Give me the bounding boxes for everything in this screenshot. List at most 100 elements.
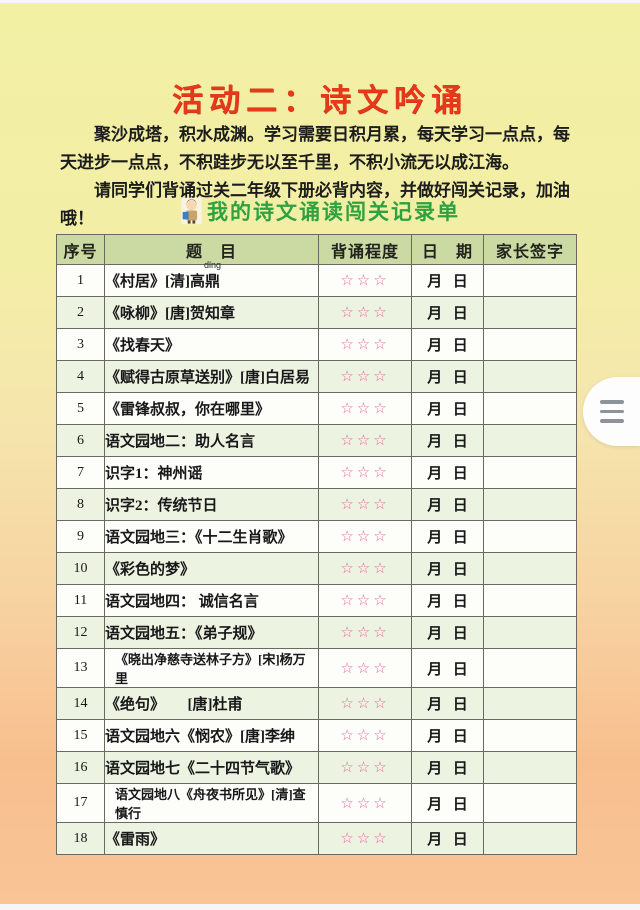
star-rating: ☆☆☆ bbox=[340, 431, 390, 449]
pinyin-annotation: dǐng bbox=[203, 260, 222, 270]
star-rating: ☆☆☆ bbox=[340, 495, 390, 513]
table-row: 13 《晓出净慈寺送林子方》[宋]杨万里 ☆☆☆ 月日 bbox=[56, 648, 577, 688]
signature-cell bbox=[483, 648, 577, 688]
signature-cell bbox=[483, 822, 577, 855]
row-number: 18 bbox=[56, 822, 105, 855]
instruction-paragraph: 请同学们背诵过关二年级下册必背内容，并做好闯关记录，加油哦！ bbox=[60, 181, 570, 228]
row-number: 1 bbox=[56, 264, 105, 297]
row-number: 12 bbox=[56, 616, 105, 649]
signature-cell bbox=[483, 392, 577, 425]
poem-title: 《咏柳》[唐]贺知章 bbox=[104, 296, 319, 329]
poem-title: 《晓出净慈寺送林子方》[宋]杨万里 bbox=[104, 648, 319, 688]
poem-title: 《雷雨》 bbox=[104, 822, 319, 855]
poem-title: 语文园地六《悯农》[唐]李绅 bbox=[104, 719, 319, 752]
signature-cell bbox=[483, 360, 577, 393]
month-label: 月 bbox=[427, 594, 443, 610]
poem-title: 识字2：传统节日 bbox=[104, 488, 319, 521]
month-label: 月 bbox=[427, 626, 443, 642]
month-label: 月 bbox=[427, 274, 443, 290]
month-label: 月 bbox=[427, 761, 443, 777]
row-number: 5 bbox=[56, 392, 105, 425]
poem-title: 语文园地八《舟夜书所见》[清]查慎行 bbox=[104, 783, 319, 823]
worksheet-page: 活动二：诗文吟诵 聚沙成塔，积水成渊。学习需要日积月累，每天学习一点点，每天进步… bbox=[0, 3, 640, 904]
poem-title: 语文园地二：助人名言 bbox=[104, 424, 319, 457]
month-label: 月 bbox=[427, 306, 443, 322]
signature-cell bbox=[483, 424, 577, 457]
table-row: 7 识字1：神州谣 ☆☆☆ 月日 bbox=[56, 456, 577, 489]
poem-title: 语文园地三：《十二生肖歌》 bbox=[104, 520, 319, 553]
intro-paragraph: 聚沙成塔，积水成渊。学习需要日积月累，每天学习一点点，每天进步一点点，不积跬步无… bbox=[60, 125, 570, 172]
hamburger-menu-icon bbox=[599, 419, 624, 423]
header-number: 序号 bbox=[56, 234, 105, 265]
month-label: 月 bbox=[427, 402, 443, 418]
signature-cell bbox=[483, 616, 577, 649]
table-row: 18 《雷雨》 ☆☆☆ 月日 bbox=[56, 822, 577, 855]
table-row: 8 识字2：传统节日 ☆☆☆ 月日 bbox=[56, 488, 577, 521]
star-rating: ☆☆☆ bbox=[340, 271, 390, 289]
day-label: 日 bbox=[452, 729, 468, 745]
table-row: 17 语文园地八《舟夜书所见》[清]查慎行 ☆☆☆ 月日 bbox=[56, 783, 577, 823]
signature-cell bbox=[483, 687, 577, 720]
poem-title: 语文园地四： 诚信名言 bbox=[104, 584, 319, 617]
star-rating: ☆☆☆ bbox=[340, 758, 390, 776]
star-rating: ☆☆☆ bbox=[340, 623, 390, 641]
row-number: 14 bbox=[56, 687, 105, 720]
row-number: 3 bbox=[56, 328, 105, 361]
table-row: 2 《咏柳》[唐]贺知章 ☆☆☆ 月日 bbox=[56, 296, 577, 329]
row-number: 8 bbox=[56, 488, 105, 521]
row-number: 2 bbox=[56, 296, 105, 329]
intro-text: 聚沙成塔，积水成渊。学习需要日积月累，每天学习一点点，每天进步一点点，不积跬步无… bbox=[60, 121, 582, 233]
floating-menu-handle[interactable] bbox=[583, 377, 640, 446]
hamburger-menu-icon bbox=[599, 400, 624, 404]
star-rating: ☆☆☆ bbox=[340, 726, 390, 744]
header-date: 日 期 bbox=[411, 234, 484, 265]
hamburger-menu-icon bbox=[599, 409, 624, 414]
day-label: 日 bbox=[452, 530, 468, 546]
row-number: 17 bbox=[56, 783, 105, 823]
boy-student-icon bbox=[181, 197, 202, 225]
poem-title: 《村居》[清]高鼎 dǐng bbox=[104, 261, 319, 297]
table-body: 1 《村居》[清]高鼎 dǐng ☆☆☆ 月日 2 《咏柳》[唐]贺知章 ☆☆☆ 月日 3 《找春天… bbox=[56, 261, 577, 855]
row-number: 4 bbox=[56, 360, 105, 393]
table-row: 16 语文园地七《二十四节气歌》 ☆☆☆ 月日 bbox=[56, 751, 577, 784]
table-row: 11 语文园地四： 诚信名言 ☆☆☆ 月日 bbox=[56, 584, 577, 617]
table-row: 4 《赋得古原草送别》[唐]白居易 ☆☆☆ 月日 bbox=[56, 360, 577, 393]
table-row: 15 语文园地六《悯农》[唐]李绅 ☆☆☆ 月日 bbox=[56, 719, 577, 752]
poem-title: 语文园地七《二十四节气歌》 bbox=[104, 751, 319, 784]
row-number: 13 bbox=[56, 648, 105, 688]
signature-cell bbox=[483, 488, 577, 521]
signature-cell bbox=[483, 719, 577, 752]
day-label: 日 bbox=[452, 594, 468, 610]
row-number: 10 bbox=[56, 552, 105, 585]
star-rating: ☆☆☆ bbox=[340, 658, 390, 677]
day-label: 日 bbox=[452, 370, 468, 386]
month-label: 月 bbox=[427, 562, 443, 578]
table-row: 14 《绝句》 [唐]杜甫 ☆☆☆ 月日 bbox=[56, 687, 577, 720]
day-label: 日 bbox=[452, 661, 468, 678]
star-rating: ☆☆☆ bbox=[340, 399, 390, 417]
day-label: 日 bbox=[452, 402, 468, 418]
signature-cell bbox=[483, 520, 577, 553]
signature-cell bbox=[483, 584, 577, 617]
table-row: 6 语文园地二：助人名言 ☆☆☆ 月日 bbox=[56, 424, 577, 457]
day-label: 日 bbox=[452, 434, 468, 450]
month-label: 月 bbox=[427, 466, 443, 482]
table-row: 10 《彩色的梦》 ☆☆☆ 月日 bbox=[56, 552, 577, 585]
star-rating: ☆☆☆ bbox=[340, 694, 390, 712]
row-number: 6 bbox=[56, 424, 105, 457]
star-rating: ☆☆☆ bbox=[340, 335, 390, 353]
table-row: 5 《雷锋叔叔，你在哪里》 ☆☆☆ 月日 bbox=[56, 392, 577, 425]
day-label: 日 bbox=[452, 466, 468, 482]
star-rating: ☆☆☆ bbox=[340, 829, 390, 847]
poem-title: 《雷锋叔叔，你在哪里》 bbox=[104, 392, 319, 425]
day-label: 日 bbox=[452, 498, 468, 514]
signature-cell bbox=[483, 264, 577, 297]
month-label: 月 bbox=[427, 498, 443, 514]
table-header: 序号 题 目 背诵程度 日 期 家长签字 bbox=[56, 234, 577, 265]
month-label: 月 bbox=[427, 370, 443, 386]
poem-title: 《赋得古原草送别》[唐]白居易 bbox=[104, 360, 319, 393]
table-row: 9 语文园地三：《十二生肖歌》 ☆☆☆ 月日 bbox=[56, 520, 577, 553]
table-row: 1 《村居》[清]高鼎 dǐng ☆☆☆ 月日 bbox=[56, 261, 577, 297]
day-label: 日 bbox=[452, 562, 468, 578]
signature-cell bbox=[483, 328, 577, 361]
